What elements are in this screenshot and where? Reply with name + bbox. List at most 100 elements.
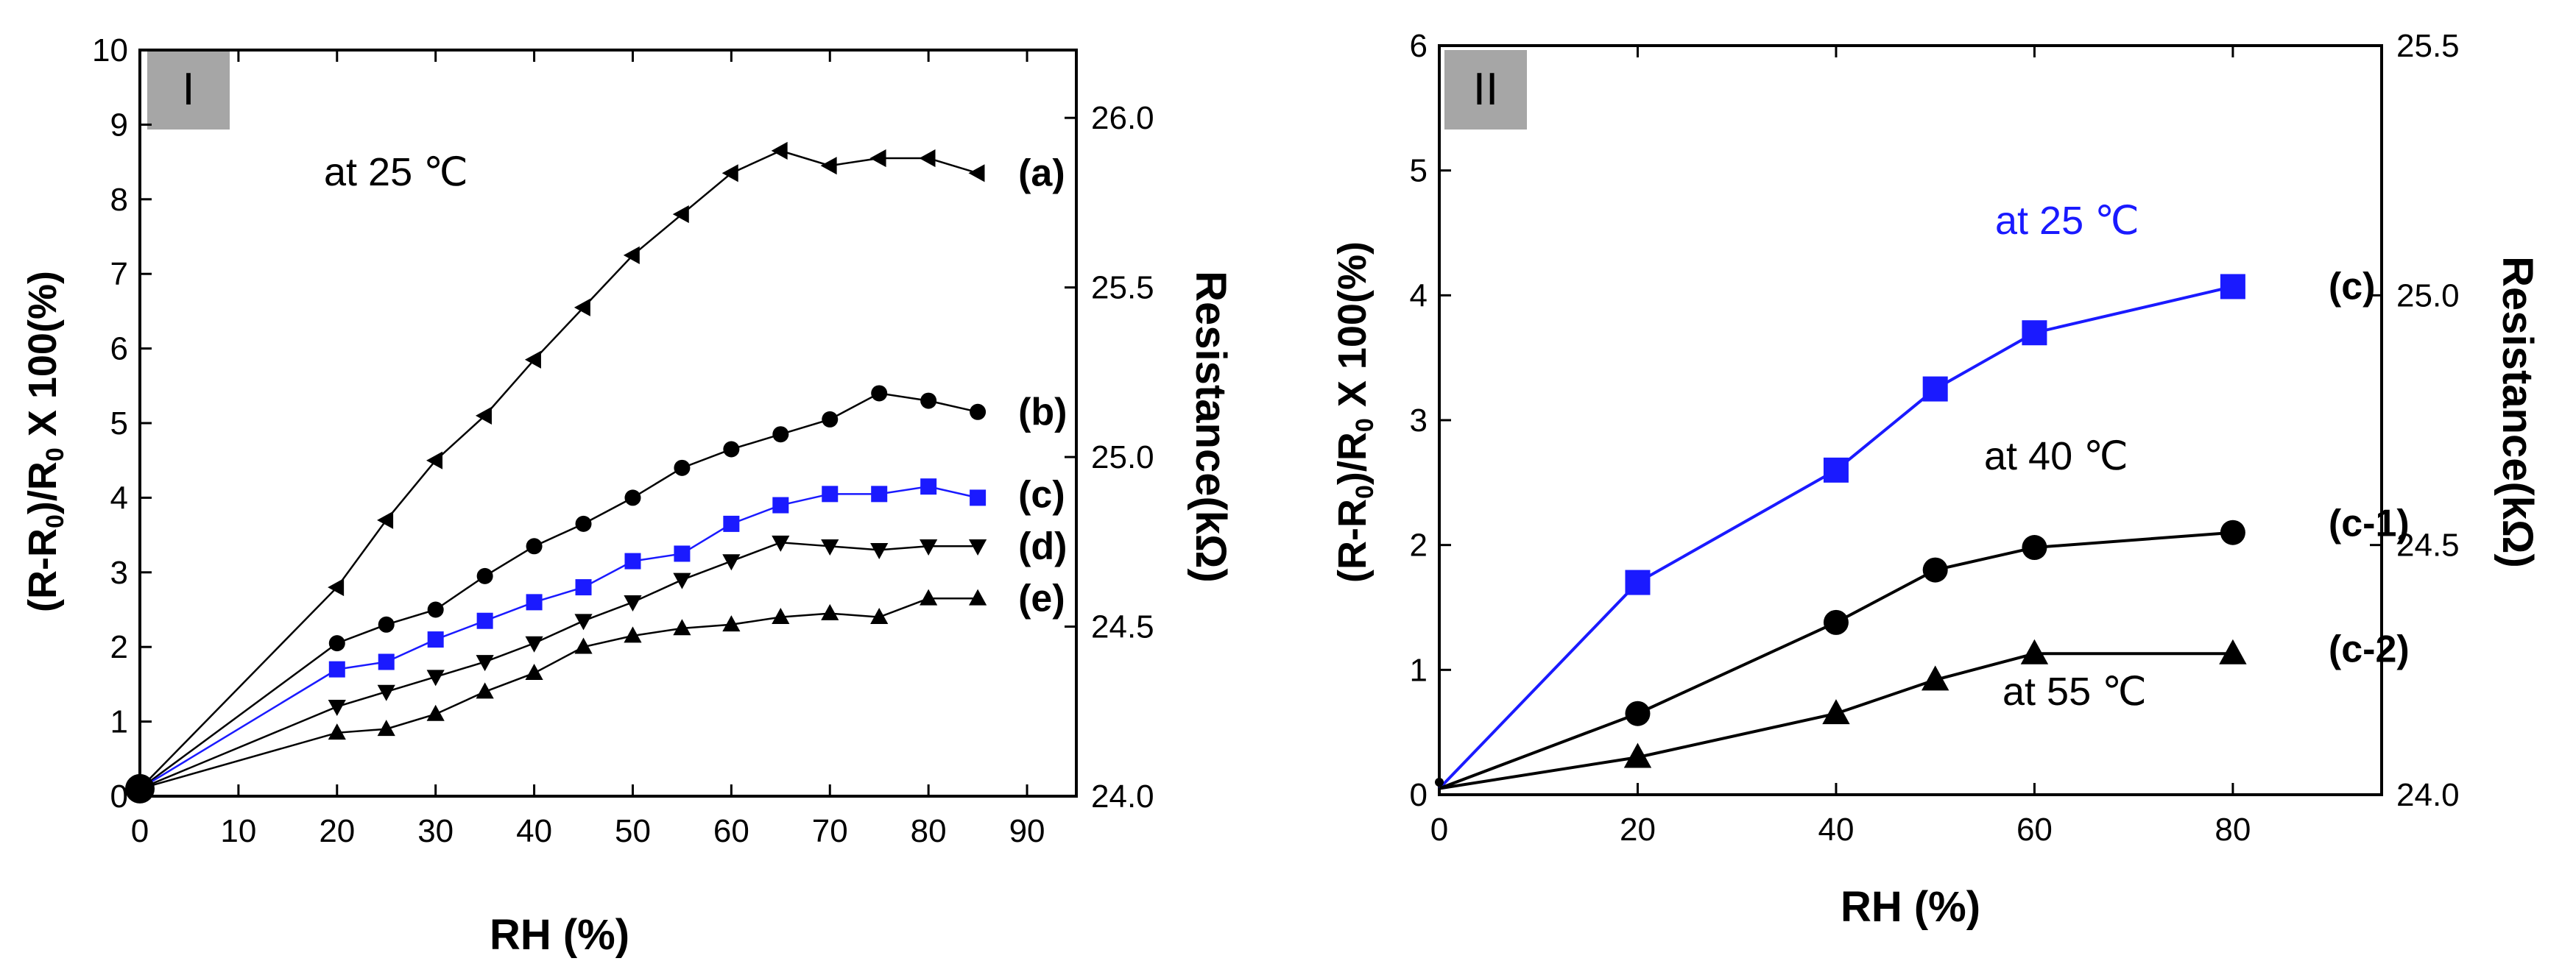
- panel-i-data-point: [378, 616, 395, 633]
- panel-ii-series-line: [1438, 285, 2234, 790]
- panel-ii-annotation-25c: at 25 ℃: [1995, 199, 2139, 243]
- panel-i-data-point: [328, 635, 345, 652]
- panel-i-data-point: [624, 553, 641, 570]
- chart-panel-ii: II at 25 ℃ at 40 ℃ at 55 ℃ 0 20 40 60 80 0 1 2 3…: [1330, 28, 2541, 931]
- panel-i-data-point: [871, 486, 888, 503]
- panel-i-data-point: [969, 539, 987, 556]
- panel-ii-series-c-1: (c-1): [1439, 503, 2410, 790]
- panel-ii-y-tick-label: 3: [1410, 403, 1428, 439]
- panel-i-data-point: [328, 661, 345, 678]
- panel-i-y2-axis-label: Resistance(kΩ): [1187, 271, 1235, 583]
- panel-i-x-tick-label: 50: [615, 813, 651, 849]
- panel-i-y2-tick-label: 24.0: [1091, 779, 1154, 815]
- panel-i-x-tick-label: 40: [516, 813, 552, 849]
- panel-i-series-a: (a): [139, 141, 1065, 790]
- panel-i-series-line: [139, 541, 978, 790]
- panel-ii-series-line: [1439, 652, 2233, 790]
- panel-i-data-point: [575, 515, 592, 532]
- panel-ii-series: (c) (c-1) (c-2): [1435, 265, 2410, 790]
- panel-i-y2-tick-label: 24.5: [1091, 609, 1154, 645]
- panel-i-data-point: [624, 595, 642, 612]
- panel-i-x-tick-label: 60: [713, 813, 749, 849]
- panel-i-data-point: [822, 486, 839, 503]
- panel-i-data-point: [526, 538, 543, 555]
- panel-ii-y-tick-label: 5: [1410, 153, 1428, 189]
- panel-i-data-point: [328, 578, 345, 597]
- panel-i-data-point: [476, 682, 494, 699]
- panel-i-data-point: [722, 615, 741, 632]
- panel-ii-data-point: [1623, 742, 1652, 768]
- panel-i-y-tick-label: 3: [110, 555, 128, 591]
- panel-i-data-point: [919, 149, 936, 168]
- panel-ii-data-point: [2219, 639, 2247, 664]
- panel-ii-y2-tick-label: 25.5: [2396, 28, 2460, 64]
- panel-i-y-tick-label: 4: [110, 480, 128, 516]
- chart-panel-i: I at 25 ℃ 0 10 20 30 40 50 60 70 80 90 0 1 2 3 4 5 6 7 8 9 1…: [21, 32, 1235, 959]
- panel-i-data-point: [723, 515, 740, 532]
- panel-ii-data-point: [1625, 701, 1651, 726]
- panel-i-data-point: [970, 403, 987, 420]
- panel-ii-data-point: [1823, 609, 1849, 635]
- panel-ii-series-c-2: (c-2): [1439, 628, 2410, 790]
- panel-i-y-axis-label: (R-R0)/R0 X 100(%): [21, 271, 69, 612]
- panel-i-data-point: [722, 554, 741, 571]
- panel-ii-series-label: (c-2): [2329, 628, 2410, 670]
- panel-i-series-label: (d): [1018, 525, 1067, 567]
- panel-ii-x-tick-label: 80: [2215, 812, 2251, 848]
- svg-text:(R-R0)/R0 X 100(%): (R-R0)/R0 X 100(%): [1330, 241, 1379, 583]
- panel-i-data-point: [920, 589, 938, 606]
- panel-i-data-point: [820, 157, 837, 175]
- panel-i-data-point: [574, 637, 593, 654]
- panel-i-data-point: [920, 539, 938, 556]
- panel-i-data-point: [426, 704, 445, 721]
- panel-ii-label-box: II: [1444, 50, 1527, 130]
- panel-i-y-tick-label: 10: [92, 32, 128, 68]
- panel-i-x-tick-label: 20: [319, 813, 355, 849]
- panel-i-data-point: [673, 572, 691, 589]
- panel-i-data-point: [426, 451, 443, 469]
- panel-i-data-point: [475, 406, 492, 425]
- panel-ii-data-point: [1625, 570, 1651, 595]
- svg-text:(R-R0)/R0 X 100(%): (R-R0)/R0 X 100(%): [21, 271, 69, 612]
- panel-ii-data-point: [1823, 457, 1849, 483]
- panel-i-x-axis-label: RH (%): [490, 911, 629, 959]
- panel-i-data-point: [574, 614, 593, 631]
- panel-i-y2-tick-label: 25.0: [1091, 439, 1154, 475]
- panel-ii-y-tick-label: 2: [1410, 528, 1428, 564]
- panel-i-data-point: [328, 699, 346, 716]
- panel-i-y-tick-label: 1: [110, 704, 128, 740]
- panel-i-axes: 0 10 20 30 40 50 60 70 80 90 0 1 2 3 4 5 6 7 8 9 10 24.0 24.5 2…: [92, 32, 1154, 849]
- panel-ii-series-label: (c-1): [2329, 503, 2410, 545]
- panel-ii-series-label: (c): [2329, 265, 2376, 308]
- panel-ii-data-point: [2022, 535, 2047, 561]
- panel-i-data-point: [426, 670, 445, 687]
- panel-ii-data-point: [2220, 520, 2245, 545]
- panel-i-data-point: [920, 478, 937, 495]
- panel-i-data-point: [821, 603, 839, 620]
- panel-ii-data-point: [1921, 665, 1949, 691]
- panel-i-series-label: (b): [1018, 391, 1067, 433]
- panel-ii-x-tick-label: 40: [1818, 812, 1854, 848]
- panel-i-data-point: [377, 684, 395, 701]
- panel-i-data-point: [870, 543, 889, 560]
- panel-ii-y-tick-label: 6: [1410, 28, 1428, 64]
- panel-i-series: (a) (b) (c) (d) (e): [125, 141, 1068, 804]
- panel-i-y2-tick-label: 25.5: [1091, 270, 1154, 306]
- panel-ii-series-c: (c): [1438, 265, 2376, 790]
- panel-i-series-label: (e): [1018, 577, 1065, 620]
- panel-i-series-line: [139, 149, 978, 790]
- panel-i-y-tick-label: 2: [110, 629, 128, 665]
- panel-i-data-point: [377, 720, 395, 737]
- panel-i-data-point: [575, 579, 592, 596]
- panel-i-series-d: (d): [139, 525, 1068, 790]
- panel-i-data-point: [772, 497, 789, 514]
- panel-i-data-point: [771, 141, 788, 160]
- panel-i-y-tick-label: 6: [110, 331, 128, 367]
- panel-ii-origin-point: [1435, 778, 1444, 787]
- panel-ii-annotation-55c: at 55 ℃: [2002, 670, 2147, 714]
- panel-i-series-c: (c): [139, 473, 1065, 790]
- panel-i-x-tick-label: 0: [131, 813, 149, 849]
- panel-i-label-box: I: [147, 50, 230, 130]
- panel-i-y-tick-label: 9: [110, 107, 128, 143]
- panel-i-data-point: [526, 594, 543, 611]
